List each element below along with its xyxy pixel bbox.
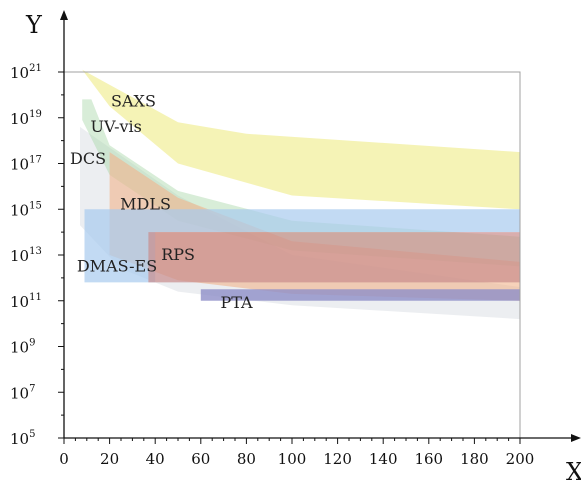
y-tick-label: 1021	[10, 63, 42, 82]
region-label-rps: RPS	[161, 245, 195, 264]
x-tick-label: 60	[191, 450, 210, 468]
y-tick-label: 1019	[10, 109, 42, 128]
region-label-saxs: SAXS	[111, 92, 156, 111]
x-tick-label: 80	[237, 450, 256, 468]
y-tick-label: 107	[10, 383, 35, 402]
region-label-dmas-es: DMAS-ES	[77, 256, 157, 275]
y-tick-label: 1011	[10, 292, 42, 311]
axes-layer: 0 20 40 60 80 100 120 140 160 180 200 105 107 109 1011…	[10, 10, 581, 482]
x-tick-label: 20	[100, 450, 119, 468]
region-label-dcs: DCS	[70, 149, 106, 168]
region-pta	[200, 289, 521, 301]
y-tick-label: 1015	[10, 200, 42, 219]
region-label-pta: PTA	[220, 293, 253, 312]
y-tick-label: 105	[10, 429, 35, 448]
x-tick-label: 0	[59, 450, 69, 468]
region-dmas-es	[84, 209, 520, 283]
region-label-uv-vis: UV-vis	[91, 117, 142, 136]
x-tick-label: 120	[323, 450, 352, 468]
regions-layer	[80, 69, 521, 320]
region-label-mdls: MDLS	[120, 195, 171, 214]
x-tick-label: 40	[146, 450, 165, 468]
region-rps	[148, 232, 520, 283]
x-tick-label: 200	[506, 450, 535, 468]
y-tick-label: 109	[10, 338, 35, 357]
x-tick-label: 140	[369, 450, 398, 468]
x-tick-label: 160	[414, 450, 443, 468]
y-tick-label: 1013	[10, 246, 42, 265]
x-axis-arrow	[571, 434, 581, 442]
y-axis-arrow	[60, 10, 68, 20]
x-tick-label: 180	[460, 450, 489, 468]
x-tick-label: 100	[278, 450, 307, 468]
x-axis-label: X	[566, 458, 581, 482]
y-axis-label: Y	[25, 11, 43, 39]
y-tick-label: 1017	[10, 155, 42, 174]
region-saxs	[82, 69, 520, 210]
